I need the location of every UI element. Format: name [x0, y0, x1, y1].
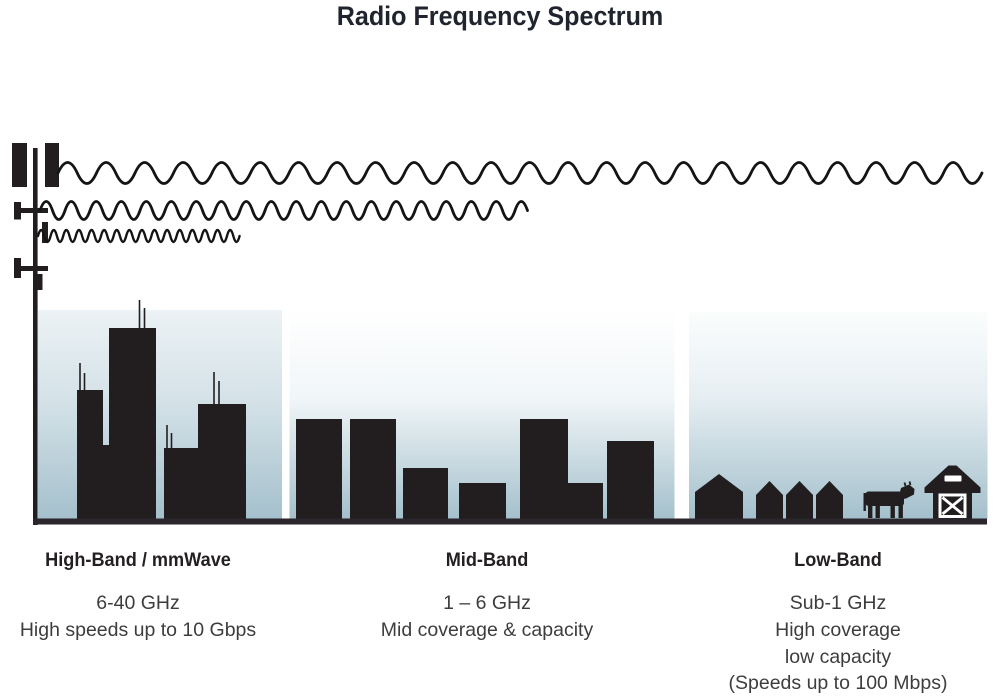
- section-heading-low-band: Low-Band: [794, 549, 882, 571]
- house-icon: [756, 481, 783, 519]
- mid-rise-buildings: [296, 419, 654, 519]
- low-band-capacity: low capacity: [784, 645, 892, 668]
- house-icon: [816, 481, 843, 519]
- house-icon: [695, 474, 743, 519]
- mid-band-description: Mid coverage & capacity: [380, 618, 594, 641]
- section-heading-high-band: High-Band / mmWave: [45, 549, 231, 571]
- mid-band-frequency: 1 – 6 GHz: [443, 592, 531, 614]
- page-title: Radio Frequency Spectrum: [336, 1, 664, 31]
- ground-line: [33, 518, 987, 525]
- low-band-long-wave-icon: [56, 161, 984, 185]
- high-band-short-wave-icon: [36, 228, 241, 244]
- low-band-speeds: (Speeds up to 100 Mbps): [728, 672, 948, 695]
- low-band-coverage: High coverage: [775, 618, 901, 641]
- section-heading-mid-band: Mid-Band: [445, 549, 529, 571]
- mid-band-medium-wave-icon: [38, 200, 529, 221]
- high-band-description: High speeds up to 10 Gbps: [19, 618, 257, 641]
- section-low-band: Low-Band Sub-1 GHz High coverage low cap…: [708, 548, 968, 697]
- high-band-frequency: 6-40 GHz: [96, 592, 180, 614]
- city-skyscrapers: [77, 300, 246, 519]
- spectrum-illustration: [12, 143, 988, 525]
- house-icon: [786, 481, 813, 519]
- section-mid-band: Mid-Band 1 – 6 GHz Mid coverage & capaci…: [357, 548, 617, 644]
- rural-scene: [695, 465, 981, 519]
- cow-icon: [863, 481, 915, 518]
- rooftop-antennas: [79, 300, 220, 450]
- section-high-band: High-Band / mmWave 6-40 GHz High speeds …: [8, 548, 268, 644]
- low-band-frequency: Sub-1 GHz: [789, 592, 887, 614]
- cell-tower-icon: [12, 143, 59, 525]
- barn-icon: [924, 465, 981, 519]
